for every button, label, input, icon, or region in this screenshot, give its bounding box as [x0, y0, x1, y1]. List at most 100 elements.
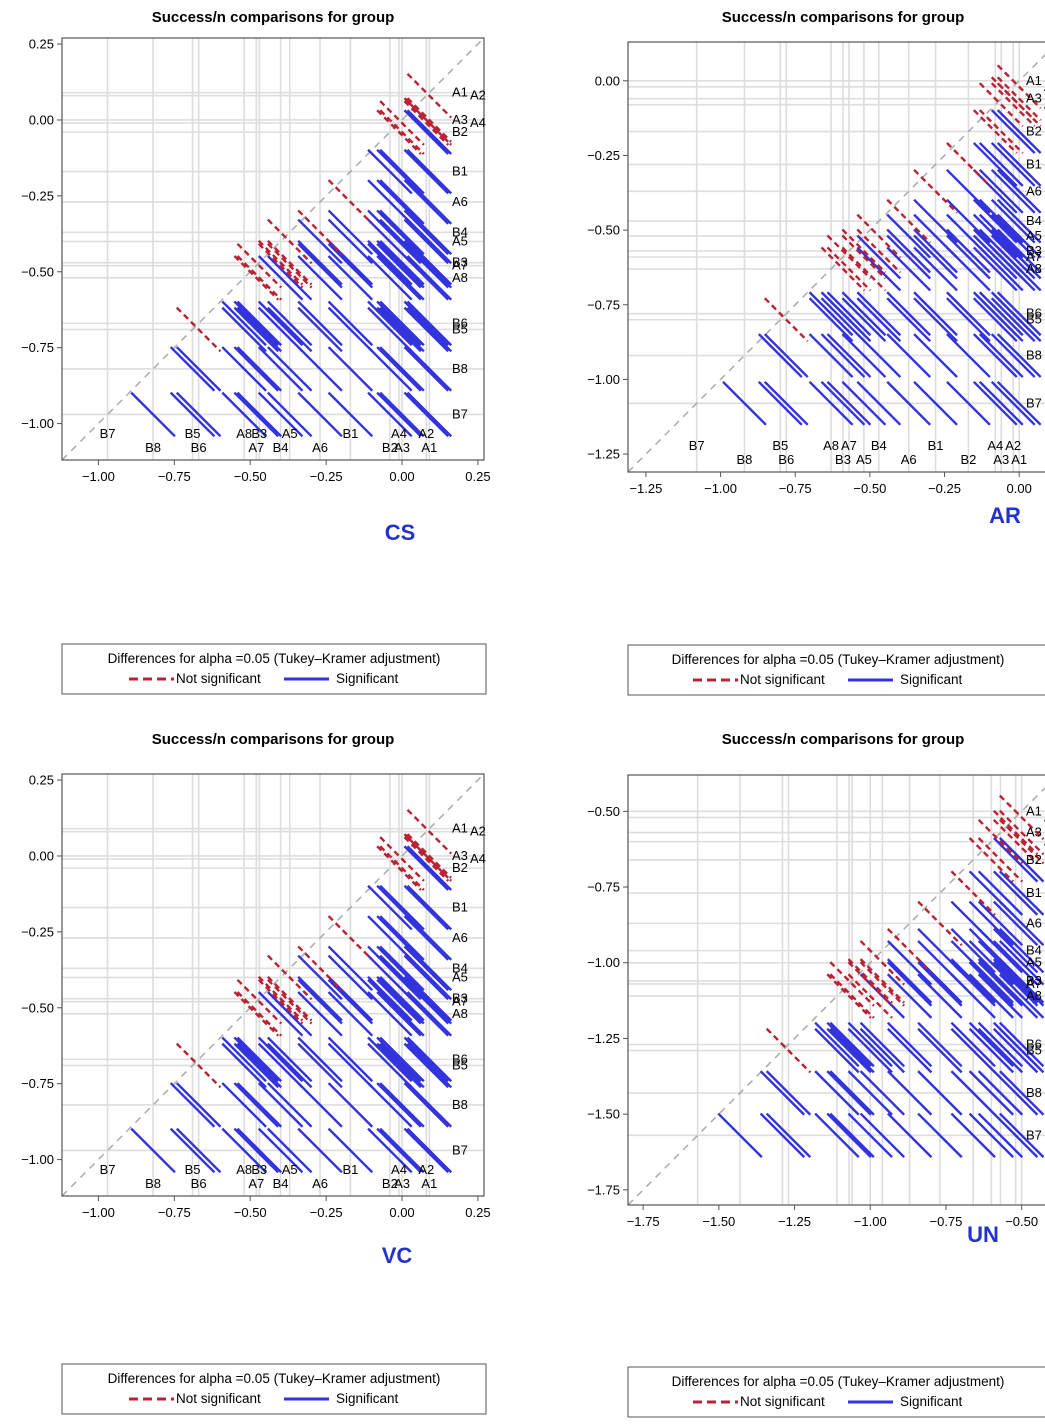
significant-comparison — [367, 1042, 413, 1089]
legend-label-not-significant: Not significant — [740, 1394, 825, 1409]
plot-frame — [627, 41, 1045, 473]
significant-comparison — [763, 333, 809, 378]
significant-comparison — [376, 209, 422, 256]
significant-comparison — [886, 234, 932, 280]
x-tick-label: −1.00 — [704, 481, 737, 496]
nonsignificant-comparison — [257, 978, 304, 1025]
significant-comparison — [379, 1127, 425, 1174]
plot-area — [628, 42, 1045, 472]
legend: Differences for alpha =0.05 (Tukey–Krame… — [627, 644, 1045, 696]
nonsignificant-comparison — [376, 109, 422, 155]
significant-comparison — [829, 1070, 875, 1116]
significant-comparison — [327, 991, 374, 1037]
significant-comparison — [841, 291, 887, 337]
significant-comparison — [406, 845, 453, 891]
chart-title: Success/n comparisons for group — [152, 731, 395, 748]
significant-comparison — [376, 306, 422, 353]
significant-comparison — [759, 1112, 806, 1159]
group-label-right: A8 — [1026, 261, 1042, 276]
nonsignificant-comparison — [403, 836, 450, 882]
significant-comparison — [886, 380, 932, 426]
group-label-right: A6 — [452, 194, 468, 209]
nonsignificant-comparison — [379, 836, 425, 882]
group-label-bottom: B2 — [960, 452, 976, 467]
legend-box — [61, 643, 487, 695]
group-label-bottom: A5 — [282, 426, 298, 441]
group-label-right: B2 — [452, 860, 468, 875]
significant-comparison — [403, 239, 450, 286]
significant-comparison — [236, 391, 283, 438]
nonsignificant-comparison — [999, 794, 1045, 841]
legend-label-not-significant: Not significant — [176, 1391, 261, 1406]
group-label-right: A4 — [470, 115, 486, 130]
group-label-right: A8 — [1026, 988, 1042, 1003]
significant-comparison — [376, 346, 422, 392]
significant-comparison — [367, 1036, 413, 1083]
significant-comparison — [403, 300, 450, 347]
nonsignificant-comparison — [257, 239, 304, 286]
significant-comparison — [917, 927, 963, 974]
legend-label-not-significant: Not significant — [176, 671, 261, 686]
group-label-bottom: A5 — [856, 452, 872, 467]
nonsignificant-comparison — [996, 76, 1042, 122]
significant-comparison — [379, 391, 425, 438]
significant-comparison — [236, 1127, 283, 1174]
nonsignificant-comparison — [829, 973, 875, 1019]
significant-comparison — [403, 218, 450, 265]
significant-comparison — [257, 391, 304, 438]
significant-comparison — [968, 1070, 1015, 1116]
x-tick-label: −0.75 — [158, 1205, 191, 1220]
nonsignificant-comparison — [856, 228, 902, 274]
significant-comparison — [403, 1082, 450, 1128]
significant-comparison — [297, 1082, 343, 1128]
significant-comparison — [996, 198, 1042, 244]
y-tick-label: −1.25 — [587, 447, 620, 462]
group-label-right: B2 — [452, 124, 468, 139]
nonsignificant-comparison — [379, 845, 425, 891]
chart-panel-un: Success/n comparisons for group −0.50 −0.7… — [560, 722, 1045, 1427]
significant-comparison — [236, 346, 283, 392]
significant-comparison — [829, 1027, 875, 1074]
group-label-bottom: B4 — [273, 440, 289, 455]
significant-comparison — [236, 1042, 283, 1089]
nonsignificant-comparison — [297, 209, 343, 256]
significant-comparison — [297, 242, 343, 289]
significant-comparison — [913, 234, 958, 280]
group-label-right: B6 — [1026, 306, 1042, 321]
significant-comparison — [379, 209, 425, 256]
significant-comparison — [717, 1112, 763, 1159]
significant-comparison — [978, 291, 1024, 337]
significant-comparison — [406, 1082, 453, 1128]
significant-comparison — [376, 1042, 422, 1089]
significant-comparison — [233, 300, 280, 347]
significant-comparison — [917, 1070, 963, 1116]
nonsignificant-comparison — [972, 109, 1018, 154]
significant-comparison — [972, 380, 1018, 426]
group-label-right: B7 — [452, 1142, 468, 1157]
nonsignificant-comparison — [257, 242, 304, 289]
significant-comparison — [814, 1027, 860, 1074]
group-label-bottom: A4 — [391, 426, 407, 441]
x-tick-label: −0.50 — [853, 481, 886, 496]
significant-comparison — [406, 1042, 453, 1089]
nonsignificant-comparison — [841, 246, 887, 292]
significant-comparison — [297, 306, 343, 353]
significant-comparison — [376, 148, 422, 195]
significant-comparison — [257, 1127, 304, 1174]
nonsignificant-comparison — [297, 945, 343, 992]
significant-comparison — [977, 940, 1024, 986]
significant-comparison — [297, 991, 343, 1037]
significant-comparison — [406, 306, 453, 353]
significant-comparison — [376, 239, 422, 286]
significant-comparison — [841, 333, 887, 378]
nonsignificant-comparison — [233, 991, 280, 1037]
legend-box — [61, 1363, 487, 1415]
group-label-right: A3 — [1026, 91, 1042, 106]
significant-comparison — [886, 940, 933, 986]
group-label-bottom: B3 — [835, 452, 851, 467]
significant-comparison — [990, 297, 1036, 343]
nonsignificant-comparison — [992, 809, 1039, 856]
significant-comparison — [169, 346, 216, 392]
nonsignificant-comparison — [327, 179, 374, 225]
significant-comparison — [950, 1021, 996, 1068]
